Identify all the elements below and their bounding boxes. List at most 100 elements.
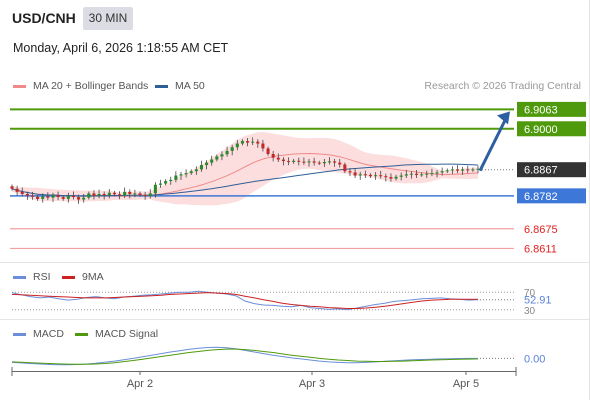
legend-ma50: MA 50: [155, 80, 205, 92]
price-label: 6.8675: [524, 224, 558, 236]
candle-body: [51, 195, 55, 198]
candle-body: [353, 172, 357, 176]
target-arrow-head: [497, 111, 510, 125]
candle-body: [271, 154, 275, 158]
candle-body: [77, 197, 81, 200]
legend-ma20-label: MA 20 + Bollinger Bands: [33, 80, 149, 92]
candle-body: [251, 141, 255, 143]
datetime-label: Monday, April 6, 2026 1:18:55 AM CET: [13, 41, 229, 55]
candle-body: [15, 188, 19, 192]
candle-body: [123, 191, 127, 196]
macd-signal-line: [11, 348, 479, 365]
candle-body: [440, 171, 444, 173]
candle-body: [107, 192, 111, 196]
candle-body: [225, 150, 229, 155]
candle-body: [343, 164, 347, 172]
candle-body: [445, 170, 449, 172]
candle-body: [138, 193, 142, 195]
macd-signal-swatch: [75, 332, 88, 336]
legend-ma50-label: MA 50: [175, 80, 205, 92]
candle-body: [220, 154, 224, 157]
candle-body: [143, 194, 147, 197]
candle-body: [363, 174, 367, 176]
candle-body: [461, 169, 465, 171]
candle-body: [66, 195, 70, 199]
price-label: 6.8782: [524, 191, 558, 203]
candle-body: [36, 196, 40, 199]
candle-body: [256, 141, 260, 144]
legend-macd-label: MACD: [33, 328, 64, 340]
candle-body: [102, 194, 106, 196]
candle-body: [199, 165, 204, 170]
candle-body: [25, 194, 29, 196]
legend-macd-signal-label: MACD Signal: [95, 328, 159, 340]
rsi-ma-line: [11, 292, 478, 309]
candle-body: [169, 179, 173, 182]
candle-body: [476, 168, 480, 170]
candle-body: [450, 169, 454, 171]
rsi-level-label: 70: [524, 288, 536, 299]
candle-body: [82, 197, 86, 200]
time-axis-label: Apr 3: [299, 378, 325, 390]
candle-body: [240, 141, 244, 144]
candle-body: [153, 184, 157, 194]
candle-body: [322, 162, 326, 164]
rsi-line: [11, 290, 479, 311]
candle-body: [415, 173, 419, 175]
price-label-box: [517, 188, 586, 204]
candle-body: [435, 172, 439, 174]
candle-body: [118, 194, 122, 196]
candle-body: [41, 196, 45, 199]
candle-body: [292, 160, 296, 162]
legend-rsi: RSI: [13, 271, 51, 283]
candle-body: [389, 177, 393, 179]
candle-body: [179, 174, 183, 176]
candle-body: [425, 173, 429, 175]
price-label-box: [517, 162, 586, 178]
candle-body: [420, 174, 424, 176]
macd-swatch: [13, 332, 26, 336]
timeframe-button[interactable]: 30 MIN: [83, 7, 133, 30]
candle-body: [71, 195, 75, 198]
rsi-ma-swatch: [62, 275, 75, 279]
candle-body: [164, 181, 168, 184]
candle-body: [358, 174, 362, 176]
rsi-swatch: [13, 275, 26, 279]
candle-body: [307, 161, 311, 163]
legend-rsi-label: RSI: [33, 271, 51, 283]
candle-body: [230, 147, 234, 151]
candle-body: [399, 175, 403, 177]
candle-body: [471, 169, 475, 171]
price-label: 6.8867: [524, 165, 558, 177]
rsi-value-label: 52.91: [524, 295, 552, 307]
candle-body: [302, 161, 306, 163]
candle-body: [133, 193, 137, 195]
price-label-box: [517, 101, 586, 117]
candle-body: [20, 191, 24, 194]
legend-macd-signal: MACD Signal: [75, 328, 158, 340]
candle-body: [189, 171, 193, 174]
candle-body: [10, 186, 14, 189]
candle-body: [261, 143, 265, 149]
candle-body: [384, 176, 388, 178]
candle-body: [368, 174, 372, 177]
candle-body: [61, 197, 65, 199]
price-label-box: [517, 121, 586, 137]
credit-text: Research © 2026 Trading Central: [424, 80, 581, 92]
candle-body: [246, 141, 250, 143]
candle-body: [128, 191, 132, 194]
candle-body: [338, 162, 342, 165]
candle-body: [455, 169, 460, 171]
candle-body: [348, 171, 352, 173]
candle-body: [297, 160, 301, 162]
time-axis-label: Apr 2: [127, 378, 153, 390]
candle-body: [281, 159, 285, 162]
candle-body: [174, 175, 178, 180]
candle-body: [409, 173, 413, 175]
candle-body: [210, 159, 214, 163]
symbol-title: USD/CNH: [12, 10, 76, 26]
candle-body: [184, 173, 188, 175]
candle-body: [205, 162, 209, 166]
candle-body: [215, 156, 219, 160]
